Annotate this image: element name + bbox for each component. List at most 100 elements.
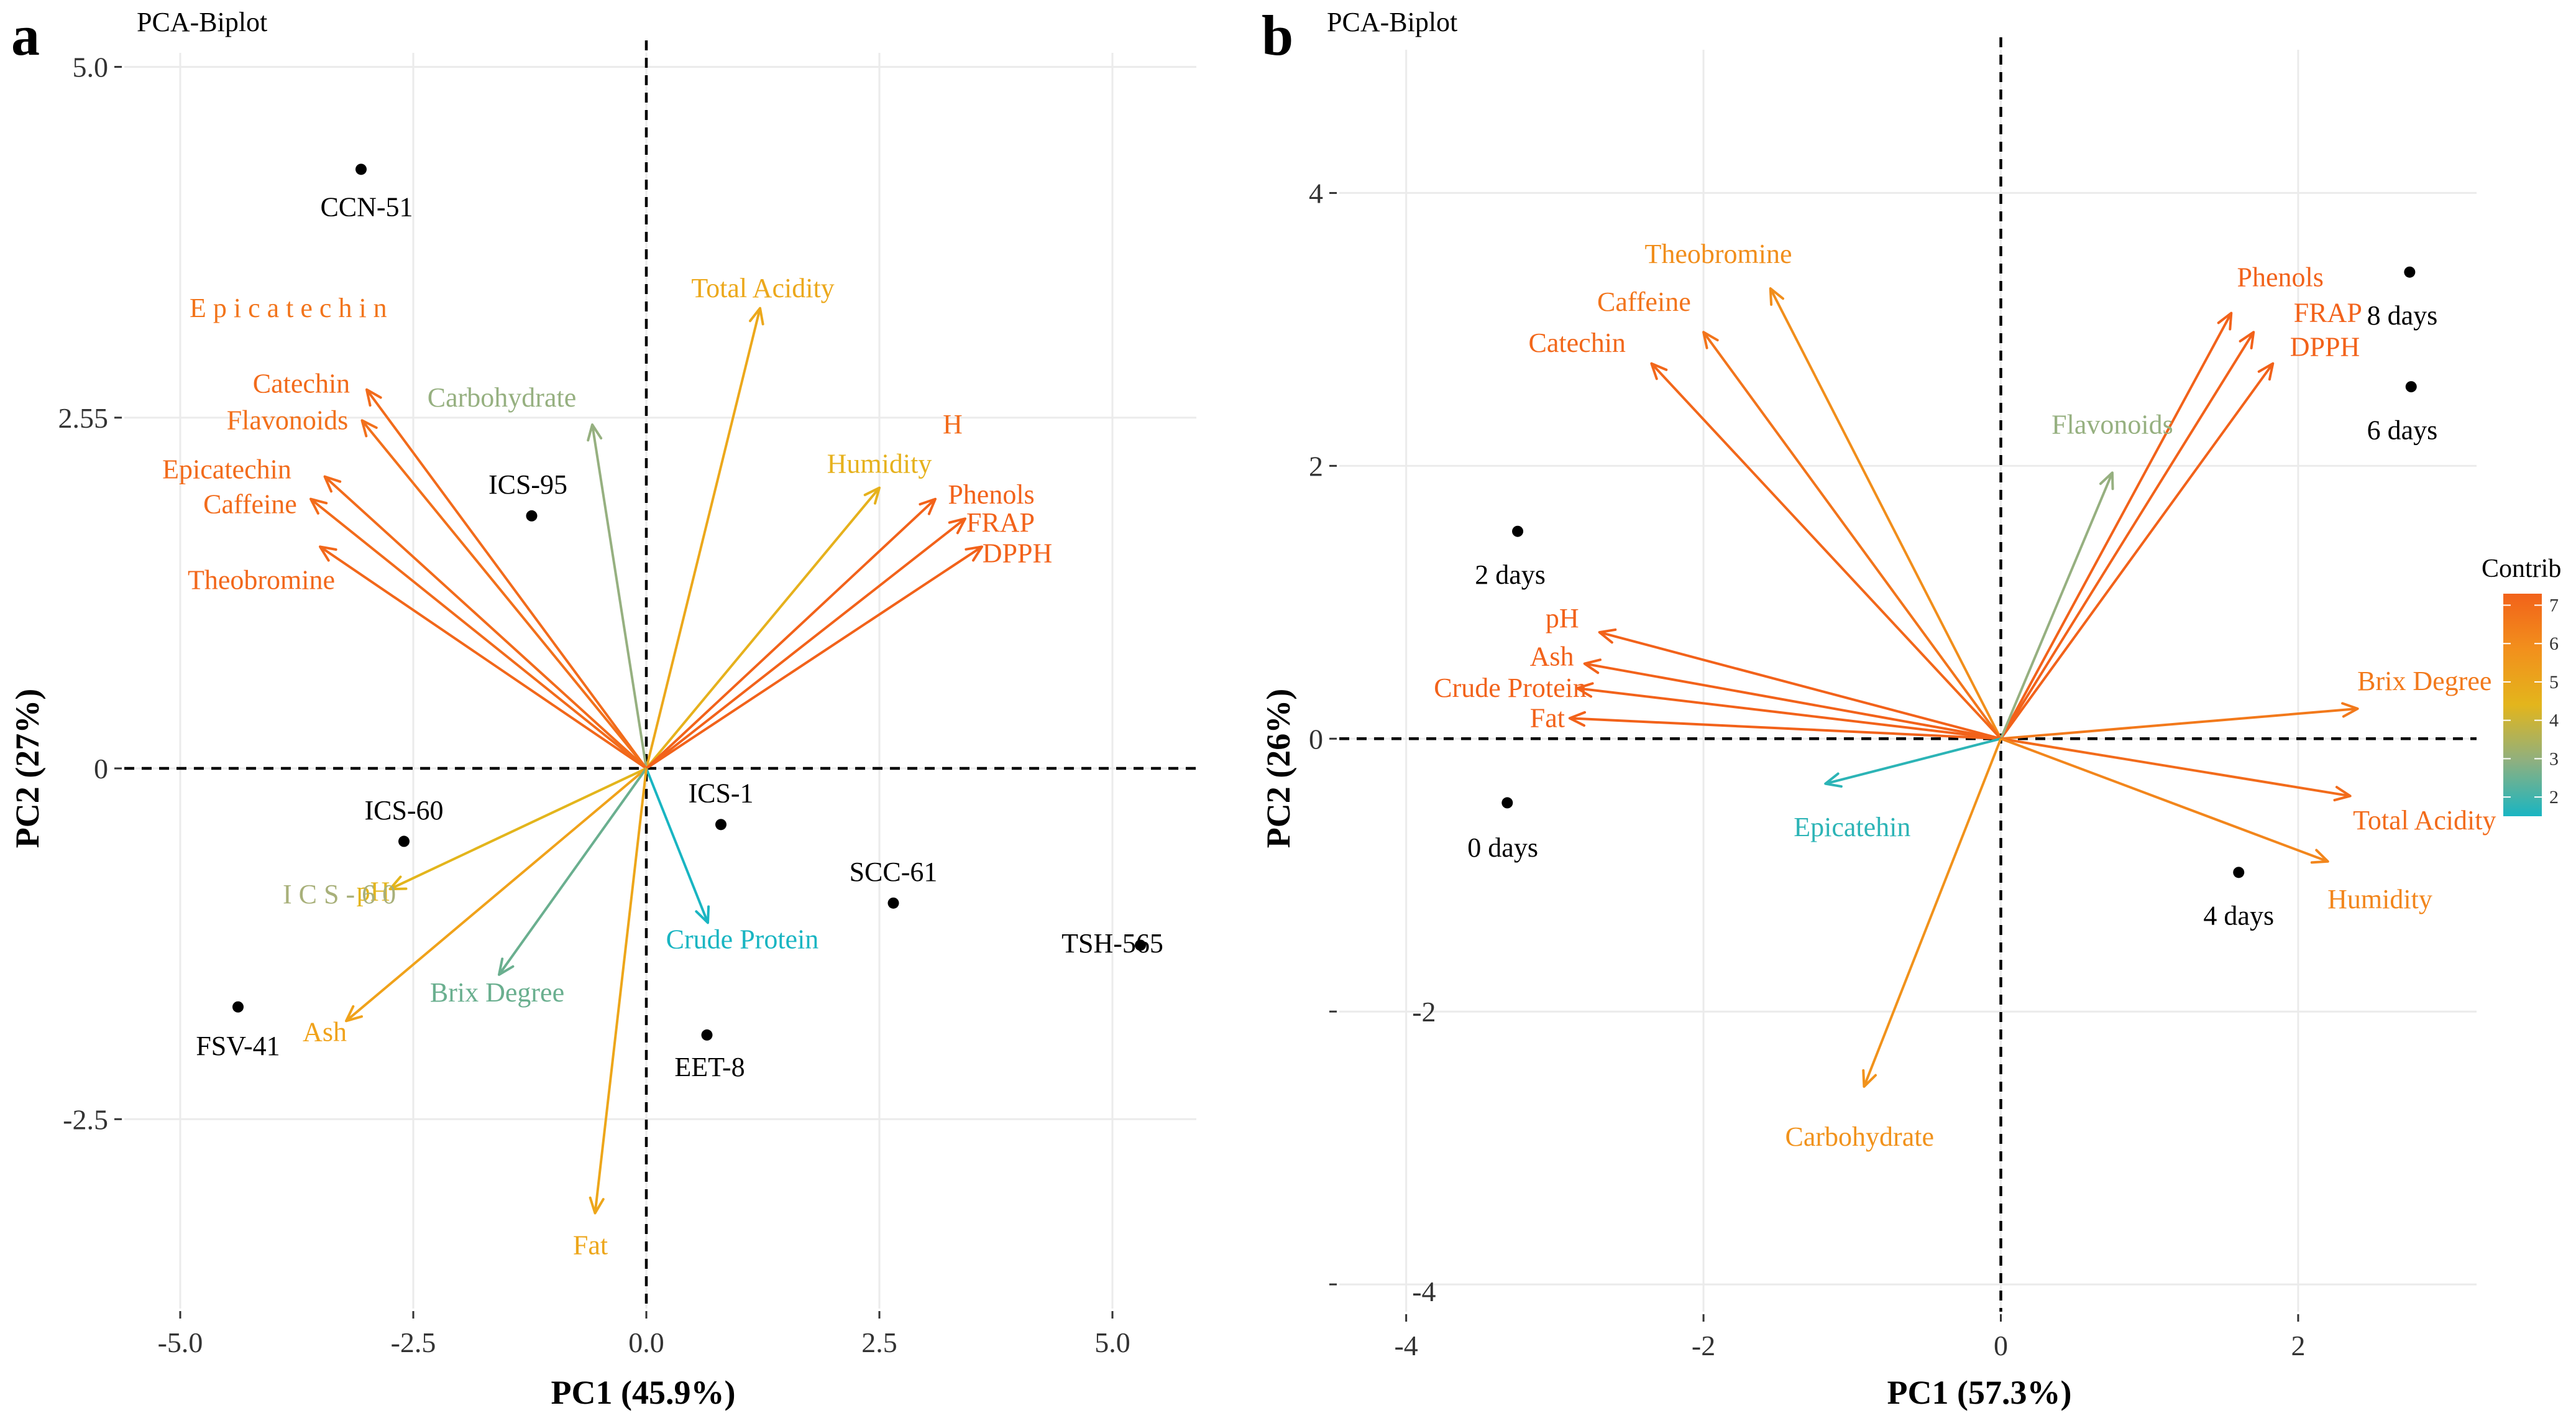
b-var-label-9: Crude Protein [1434,673,1587,703]
panel-b-letter: b [1262,4,1293,67]
a-point-2 [398,836,410,847]
panel-b-y-axis-title: PC2 (26%) [1260,689,1297,848]
a-arrowhead-14 [695,905,710,924]
legend-tick-label-1: 6 [2549,633,2559,654]
panel-b-ticks: -4 -2 0 2 4 2 0 [1309,177,2305,1361]
b-var-label-10: Fat [1530,702,1565,733]
a-point-label-2: ICS-60 [364,795,443,826]
a-arrow-1 [591,424,648,769]
a-var-label-4: Epicatechin [162,454,291,484]
a-point-7 [701,1029,713,1041]
b-arrow-9 [1577,687,2001,740]
a-var-label-0: Total Acidity [691,273,834,303]
b-ytick-label-2: 0 [1309,723,1323,755]
b-var-label-1: Caffeine [1597,287,1691,317]
a-annotation-0: E p i c a t e c h i n [190,293,387,323]
b-arrow-3 [1999,312,2233,740]
b-var-label-2: Catechin [1529,328,1626,358]
b-arrowhead-15 [1862,1069,1877,1088]
a-arrow-2 [365,389,648,770]
a-point-label-3: ICS-1 [688,778,753,809]
panel-a-biplot: a PCA-Biplot -5.0 -2.5 0.0 2.5 5.0 5.0 2.55 0 -2… [9,4,1196,1411]
a-arrowhead-2 [365,388,382,407]
a-var-label-8: Phenols [948,479,1034,510]
b-arrowhead-9 [1575,682,1594,698]
panel-a-annotations: E p i c a t e c h i n H I C S - 6 0 [190,293,963,909]
a-point-0 [355,163,367,175]
a-point-4 [887,897,899,909]
b-arrow-1 [1702,331,2002,740]
b-point-2 [1512,525,1524,537]
panel-a-gridlines [124,53,1196,1309]
b-point-label-4: 4 days [2203,901,2274,931]
a-arrowhead-10 [965,545,983,562]
b-arrow-12 [2001,737,2350,798]
b-point-0 [2404,266,2416,278]
a-arrowhead-1 [587,423,603,442]
a-xtick-label-0: -5.0 [158,1327,203,1358]
a-var-label-10: DPPH [983,538,1053,569]
panel-a-x-axis-title: PC1 (45.9%) [551,1374,736,1411]
panel-b-floating-labels: -2 -4 [1412,996,1436,1307]
b-arrow-6 [1999,472,2114,740]
a-arrow-11 [389,767,647,890]
legend-tick-label-2: 5 [2549,672,2559,693]
a-point-label-4: SCC-61 [850,857,938,887]
a-arrowhead-3 [360,419,378,438]
b-point-label-3: 0 days [1467,832,1538,863]
panel-a-variable-arrows: Total Acidity Carbohydrate Catechin Flavono… [162,273,1052,1260]
b-point-1 [2405,381,2417,393]
a-var-label-1: Carbohydrate [428,382,576,413]
a-xtick-label-4: 5.0 [1094,1327,1130,1358]
panel-b-x-axis-title: PC1 (57.3%) [1887,1374,2072,1411]
panel-b-reference-lines [1339,37,2477,1312]
a-arrowhead-7 [863,486,881,505]
a-arrow-15 [594,768,648,1213]
a-annotation-2: I C S - 6 0 [283,879,396,909]
b-arrow-0 [1769,288,2002,740]
b-var-label-11: Brix Degree [2357,666,2491,696]
b-var-label-8: Ash [1530,642,1574,672]
a-arrow-12 [345,767,648,1022]
a-arrowhead-0 [749,306,764,326]
a-xtick-label-2: 0.0 [628,1327,664,1358]
a-xtick-label-1: -2.5 [391,1327,436,1358]
b-var-label-6: Flavonoids [2051,410,2173,440]
a-var-label-12: Ash [303,1016,347,1047]
b-arrowhead-7 [1598,628,1617,644]
panel-b-sample-points: 8 days 6 days 2 days 0 days 4 days [1467,266,2438,931]
a-arrow-8 [645,498,937,770]
b-xtick-label-0: -4 [1394,1330,1418,1361]
b-arrowhead-14 [1824,772,1843,788]
b-var-label-7: pH [1546,603,1579,633]
a-arrowhead-9 [948,517,966,535]
b-arrow-4 [1999,331,2255,740]
b-point-label-0: 8 days [2367,300,2438,331]
panel-a-reference-lines [124,40,1196,1309]
a-var-label-6: Theobromine [188,565,335,596]
a-arrowhead-13 [498,957,515,976]
a-ytick-label-0: 5.0 [73,52,109,83]
a-xtick-label-3: 2.5 [861,1327,897,1358]
panel-b-variable-arrows: Theobromine Caffeine Catechin Phenols FRAPDP… [1434,239,2496,1152]
b-arrow-13 [2000,737,2329,863]
b-var-label-0: Theobromine [1644,239,1792,269]
a-var-label-11: pH [357,877,390,907]
a-arrow-7 [645,487,881,770]
a-var-label-5: Caffeine [203,489,297,520]
legend-tick-label-5: 2 [2549,787,2559,808]
b-arrow-5 [1999,362,2274,740]
b-arrowhead-1 [1702,331,1719,349]
panel-a-title: PCA-Biplot [137,7,267,37]
b-arrow-2 [1650,362,2002,740]
b-xtick-label-3: 2 [2291,1330,2305,1361]
a-var-label-9: FRAP [966,507,1035,538]
b-var-label-4: FRAP [2294,298,2362,328]
a-ytick-label-2: 0 [94,753,108,785]
b-arrowhead-2 [1650,362,1668,380]
b-var-label-14: Epicatehin [1794,812,1910,842]
b-arrow-8 [1584,662,2001,740]
legend-colorbar [2503,594,2542,816]
a-arrow-10 [645,545,983,770]
a-arrowhead-15 [589,1196,605,1215]
